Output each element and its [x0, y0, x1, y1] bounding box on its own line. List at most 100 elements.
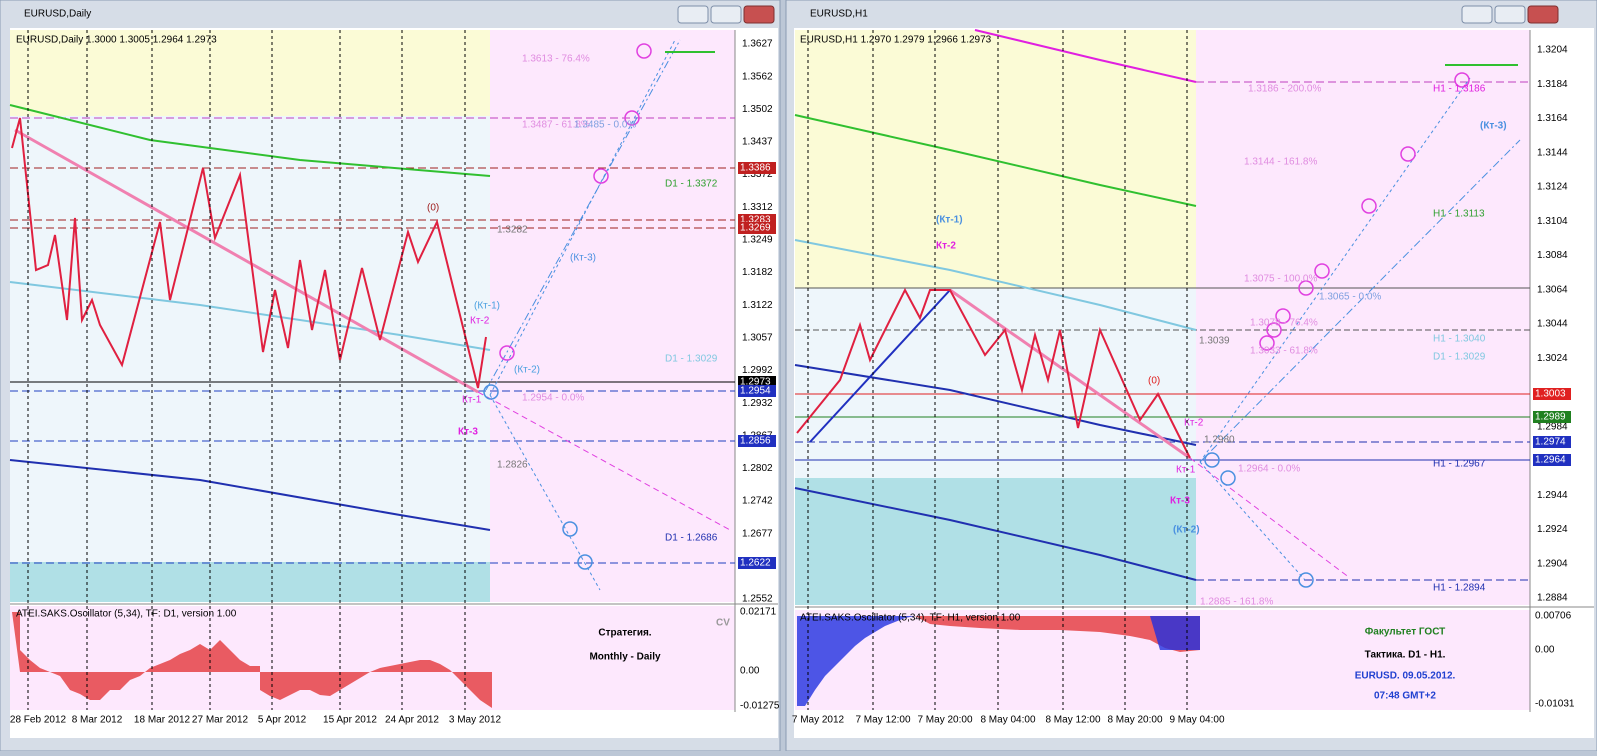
chart-info: EURUSD,H1 1.2970 1.2979 1.2966 1.2973 [800, 35, 992, 46]
price-tag [738, 162, 776, 174]
level-label: 1.2964 - 0.0% [1238, 464, 1300, 475]
price-tag-label: 1.2964 [1535, 455, 1566, 466]
zone [1196, 30, 1530, 605]
wave-label: (Кт-1) [936, 215, 963, 226]
date-label: 8 May 12:00 [1045, 715, 1100, 726]
wave-label: (0) [1148, 376, 1160, 387]
price-tag [1533, 454, 1571, 466]
level-label: 1.3078 - 76.4% [1250, 318, 1318, 329]
level-label: D1 - 1.3029 [1433, 352, 1486, 363]
wave-label: Кт-3 [1170, 496, 1190, 507]
price-tick-label: 1.3124 [1537, 182, 1568, 193]
level-label: H1 - 1.3186 [1433, 84, 1486, 95]
zone [10, 116, 490, 562]
price-tick-label: 1.3057 [742, 332, 773, 343]
price-tick-label: 1.3437 [742, 137, 773, 148]
note: Факультет ГОСТ [1365, 627, 1446, 638]
price-tick-label: 1.3144 [1537, 147, 1568, 158]
level-label: H1 - 1.3113 [1433, 209, 1485, 220]
level-label: 1.3039 [1199, 336, 1230, 347]
zone [10, 562, 490, 602]
price-tag [738, 557, 776, 569]
date-label: 7 May 12:00 [855, 715, 910, 726]
level-label: D1 - 1.3372 [665, 179, 718, 190]
note: CV [716, 618, 730, 629]
price-tag-label: 1.2989 [1535, 412, 1566, 423]
date-label: 15 Apr 2012 [323, 715, 377, 726]
price-tick-label: 1.2924 [1537, 524, 1568, 535]
date-label: 18 Mar 2012 [134, 715, 191, 726]
window-title: EURUSD,H1 [810, 9, 868, 20]
window-buttons[interactable] [677, 5, 1559, 24]
wave-label: (Кт-1) [474, 301, 500, 312]
price-tick-label: 1.2992 [742, 365, 773, 376]
level-label: 1.2954 - 0.0% [522, 393, 584, 404]
oscillator-tick-label: -0.01031 [1535, 699, 1575, 710]
price-tick-label: 1.3184 [1537, 79, 1568, 90]
level-label: D1 - 1.3029 [665, 354, 718, 365]
price-tick-label: 1.2932 [742, 398, 773, 409]
price-tick-label: 1.3502 [742, 104, 773, 115]
price-tick-label: 1.3024 [1537, 353, 1568, 364]
level-label: 1.3487 - 61.8% [522, 120, 590, 131]
level-label: 1.2826 [497, 460, 528, 471]
zone [795, 478, 1196, 605]
price-tick-label: 1.3084 [1537, 250, 1568, 261]
level-label: 1.3613 - 76.4% [522, 54, 590, 65]
oscillator-tick-label: 0.00 [1535, 645, 1555, 656]
price-tag-label: 1.3283 [740, 215, 771, 226]
drawings [9, 39, 735, 708]
level-label: H1 - 1.2967 [1433, 459, 1486, 470]
note: EURUSD. 09.05.2012. [1355, 671, 1456, 682]
level-label: 1.3075 - 100.0% [1244, 274, 1317, 285]
price-tick-label: 1.2742 [742, 496, 773, 507]
wave-label: Кт-3 [458, 427, 478, 438]
date-label: 27 Mar 2012 [192, 715, 249, 726]
price-tag [1533, 411, 1571, 423]
wave-label: Кт-2 [1184, 418, 1204, 429]
level-label: 1.3282 [497, 225, 528, 236]
date-label: 9 May 04:00 [1169, 715, 1224, 726]
wave-label: Кт-1 [462, 395, 482, 406]
price-tag-label: 1.3003 [1535, 389, 1566, 400]
chart-info: EURUSD,Daily 1.3000 1.3005 1.2964 1.2973 [16, 35, 217, 46]
price-tick-label: 1.3164 [1537, 113, 1568, 124]
level-label: 1.3033 - 61.8% [1250, 346, 1318, 357]
price-tag-label: 1.2974 [1535, 437, 1566, 448]
date-label: 8 May 04:00 [980, 715, 1035, 726]
price-tick-label: 1.3182 [742, 267, 773, 278]
wave-label: Кт-1 [1176, 465, 1196, 476]
window-title: EURUSD,Daily [24, 9, 91, 20]
price-tick-label: 1.2904 [1537, 558, 1568, 569]
wave-label: (Кт-2) [514, 365, 540, 376]
oscillator-area [10, 606, 735, 710]
price-tick-label: 1.3249 [742, 235, 773, 246]
price-tag-label: 1.2954 [740, 386, 771, 397]
note: 07:48 GMT+2 [1374, 691, 1436, 702]
oscillator-title: ATEI.SAKS.Oscillator (5,34), TF: H1, ver… [800, 613, 1021, 624]
price-tag-label: 1.2973 [740, 377, 771, 388]
wave-label: Кт-2 [936, 241, 956, 252]
price-tick-label: 1.2552 [742, 594, 773, 605]
price-tick-label: 1.3372 [742, 169, 773, 180]
price-tick-label: 1.3044 [1537, 319, 1568, 330]
price-tick-label: 1.3122 [742, 300, 773, 311]
level-label: 1.2980 [1204, 435, 1235, 446]
price-tick-label: 1.3627 [742, 39, 773, 50]
zone [795, 288, 1196, 478]
level-label: H1 - 1.3040 [1433, 334, 1486, 345]
price-tick-label: 1.3104 [1537, 216, 1568, 227]
note: Стратегия. [598, 628, 651, 639]
note: Monthly - Daily [589, 652, 661, 663]
level-label: D1 - 1.2686 [665, 533, 718, 544]
price-tag [738, 435, 776, 447]
date-label: 5 Apr 2012 [258, 715, 307, 726]
price-tag-label: 1.2856 [740, 436, 771, 447]
price-tick-label: 1.3204 [1537, 45, 1568, 56]
date-label: 8 May 20:00 [1107, 715, 1162, 726]
oscillator-tick-label: 0.00 [740, 666, 760, 677]
wave-label: (Кт-3) [1480, 121, 1507, 132]
oscillator-tick-label: 0.00706 [1535, 611, 1572, 622]
